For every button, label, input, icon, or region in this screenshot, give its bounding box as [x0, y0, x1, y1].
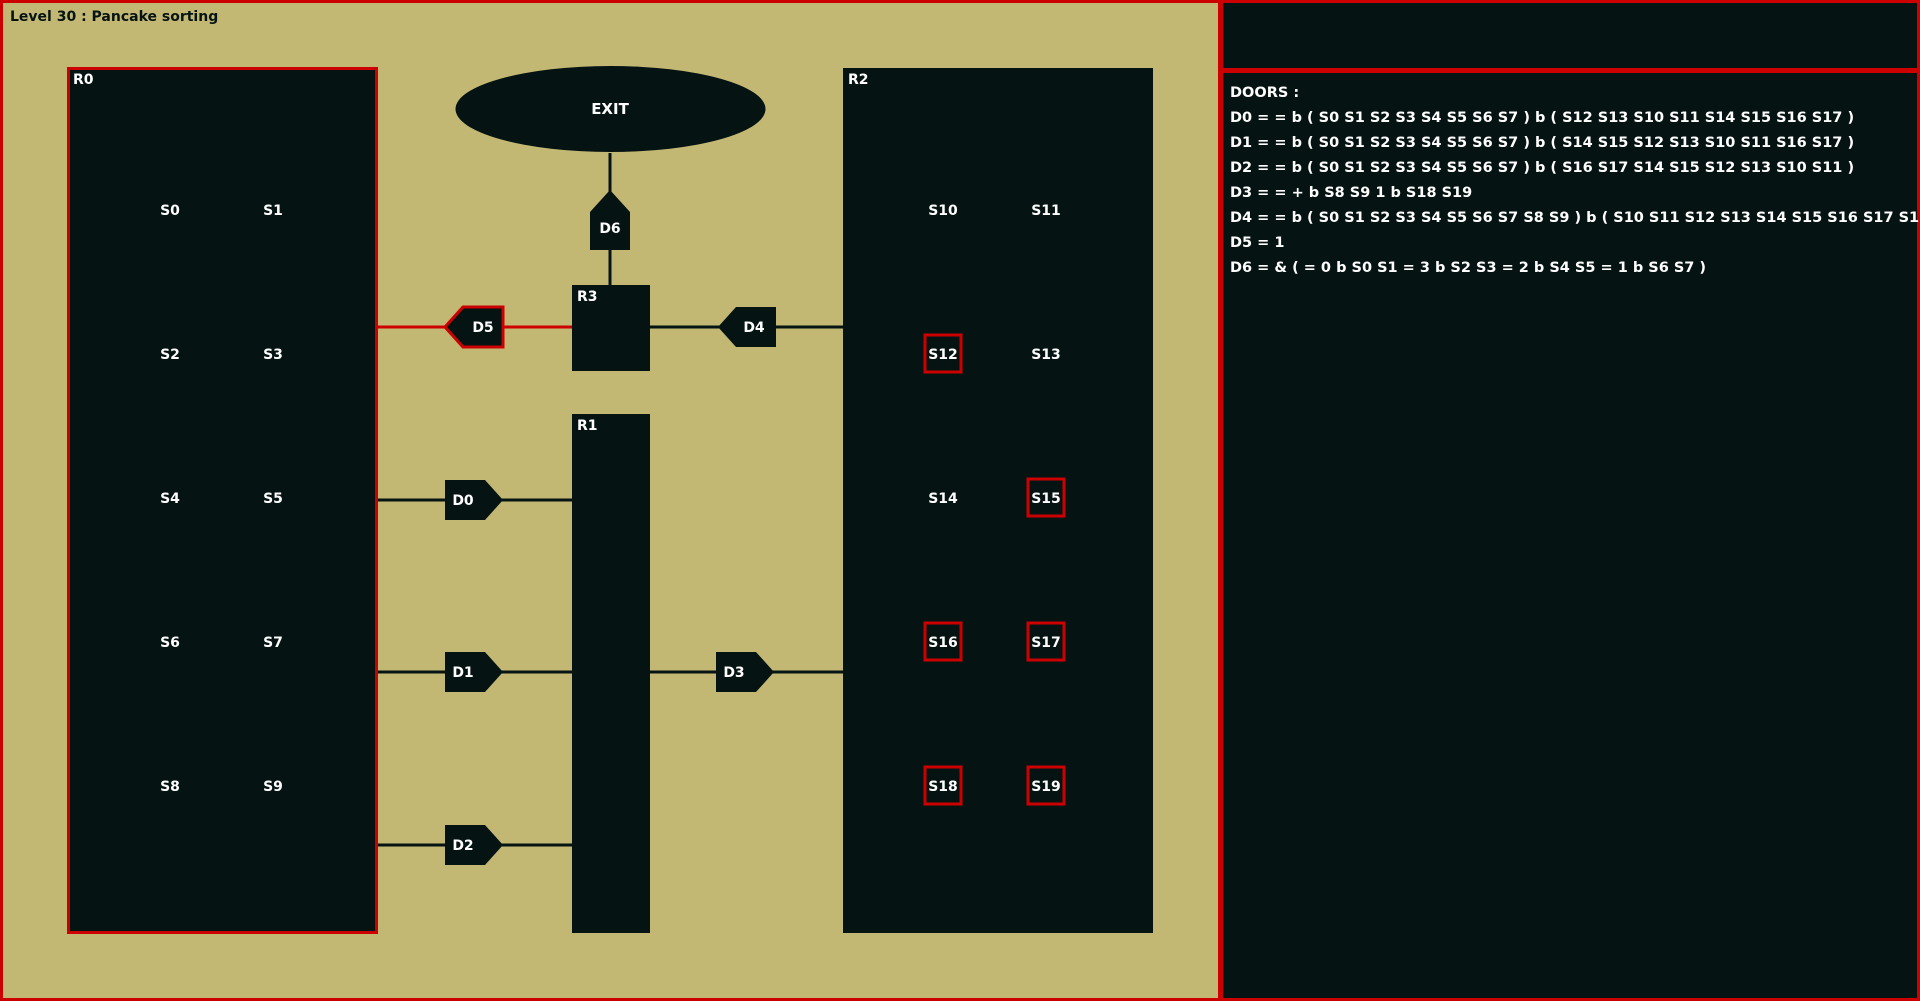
door-d4-shape: [718, 307, 776, 347]
switch-s2[interactable]: S2: [160, 347, 180, 363]
switch-s12[interactable]: S12: [923, 333, 963, 374]
room-r1[interactable]: R1: [572, 414, 650, 933]
switch-s8[interactable]: S8: [160, 779, 180, 795]
switch-s3-label: S3: [263, 347, 283, 363]
switch-s6[interactable]: S6: [160, 635, 180, 651]
door-d5-label: D5: [472, 320, 493, 336]
exit-ellipse: [455, 66, 766, 152]
door-d6[interactable]: D6: [590, 190, 630, 250]
switch-s18[interactable]: S18: [923, 765, 963, 806]
switch-s18-label: S18: [928, 779, 958, 795]
switch-s3[interactable]: S3: [263, 347, 283, 363]
room-r3-label: R3: [577, 289, 598, 305]
switch-s9-label: S9: [263, 779, 283, 795]
switch-s14-label: S14: [928, 491, 958, 507]
switch-s17-label: S17: [1031, 635, 1061, 651]
switch-s18-active-frame: [923, 765, 963, 806]
room-r0-body: [67, 67, 378, 934]
door-d5[interactable]: D5: [442, 305, 505, 349]
switch-s13-label: S13: [1031, 347, 1061, 363]
switch-s12-label: S12: [928, 347, 958, 363]
door-formula-d5: D5 = 1: [1230, 235, 1285, 251]
level-board: Level 30 : Pancake sorting R0 R1 R2 R3 E…: [0, 0, 1221, 1001]
room-r2[interactable]: R2: [843, 68, 1153, 933]
switch-s15[interactable]: S15: [1026, 477, 1066, 518]
doors-info-panel: DOORS : D0 = = b ( S0 S1 S2 S3 S4 S5 S6 …: [1220, 70, 1920, 1001]
door-d3-shape: [716, 652, 774, 692]
switch-s5-label: S5: [263, 491, 283, 507]
switch-s7-label: S7: [263, 635, 283, 651]
door-d4[interactable]: D4: [718, 307, 776, 347]
door-d1[interactable]: D1: [445, 652, 503, 692]
door-d5-shape: [442, 305, 505, 349]
switch-s4[interactable]: S4: [160, 491, 180, 507]
door-formula-d1: D1 = = b ( S0 S1 S2 S3 S4 S5 S6 S7 ) b (…: [1230, 135, 1855, 151]
switch-s8-label: S8: [160, 779, 180, 795]
switch-s16-active-frame: [923, 621, 963, 662]
switch-s10[interactable]: S10: [928, 203, 958, 219]
level-title: Level 30 : Pancake sorting: [10, 9, 218, 25]
door-formula-d3: D3 = = + b S8 S9 1 b S18 S19: [1230, 185, 1473, 201]
door-formula-d2: D2 = = b ( S0 S1 S2 S3 S4 S5 S6 S7 ) b (…: [1230, 160, 1855, 176]
info-top-bar: [1220, 0, 1920, 71]
door-d4-label: D4: [743, 320, 765, 336]
exit-label: EXIT: [591, 100, 629, 118]
switch-s16-label: S16: [928, 635, 958, 651]
switch-s15-label: S15: [1031, 491, 1061, 507]
switch-s11[interactable]: S11: [1031, 203, 1061, 219]
exit[interactable]: EXIT: [455, 66, 766, 152]
door-d6-shape: [590, 190, 630, 250]
door-d1-shape: [445, 652, 503, 692]
switch-s19[interactable]: S19: [1026, 765, 1066, 806]
switch-s9[interactable]: S9: [263, 779, 283, 795]
door-d2-shape: [445, 825, 503, 865]
switch-s1-label: S1: [263, 203, 283, 219]
door-formula-d0: D0 = = b ( S0 S1 S2 S3 S4 S5 S6 S7 ) b (…: [1230, 110, 1855, 126]
switch-s4-label: S4: [160, 491, 180, 507]
room-r1-body: [572, 414, 650, 933]
door-d0-label: D0: [452, 493, 474, 509]
switch-s10-label: S10: [928, 203, 958, 219]
switch-s1[interactable]: S1: [263, 203, 283, 219]
room-r3[interactable]: R3: [572, 285, 650, 371]
room-r2-body: [843, 68, 1153, 933]
switch-s16[interactable]: S16: [923, 621, 963, 662]
room-r0-label: R0: [73, 72, 94, 88]
switch-s15-active-frame: [1026, 477, 1066, 518]
door-d3[interactable]: D3: [716, 652, 774, 692]
switch-s17-active-frame: [1026, 621, 1066, 662]
switch-s5[interactable]: S5: [263, 491, 283, 507]
switch-s12-active-frame: [923, 333, 963, 374]
door-d2[interactable]: D2: [445, 825, 503, 865]
switch-s0-label: S0: [160, 203, 180, 219]
switch-s7[interactable]: S7: [263, 635, 283, 651]
door-formula-d6: D6 = & ( = 0 b S0 S1 = 3 b S2 S3 = 2 b S…: [1230, 260, 1707, 276]
room-r0[interactable]: R0: [67, 67, 378, 934]
door-d6-label: D6: [599, 221, 620, 237]
switch-s2-label: S2: [160, 347, 180, 363]
door-d3-label: D3: [723, 665, 744, 681]
doors-heading: DOORS :: [1230, 85, 1300, 101]
switch-layer: S0 S1 S2 S3 S4 S5 S6 S7 S8 S9 S10 S11 S12 S13 S14 S15 S1…: [160, 203, 1066, 806]
switch-s17[interactable]: S17: [1026, 621, 1066, 662]
switch-s0[interactable]: S0: [160, 203, 180, 219]
switch-s6-label: S6: [160, 635, 180, 651]
door-formula-d4: D4 = = b ( S0 S1 S2 S3 S4 S5 S6 S7 S8 S9…: [1230, 210, 1920, 226]
switch-s13[interactable]: S13: [1031, 347, 1061, 363]
room-r2-label: R2: [848, 72, 869, 88]
door-d0[interactable]: D0: [445, 480, 503, 520]
door-d0-shape: [445, 480, 503, 520]
door-d1-label: D1: [452, 665, 473, 681]
switch-s14[interactable]: S14: [928, 491, 958, 507]
switch-s19-label: S19: [1031, 779, 1061, 795]
room-r1-label: R1: [577, 418, 598, 434]
room-r3-body: [572, 285, 650, 371]
door-d2-label: D2: [452, 838, 473, 854]
switch-s19-active-frame: [1026, 765, 1066, 806]
switch-s11-label: S11: [1031, 203, 1061, 219]
